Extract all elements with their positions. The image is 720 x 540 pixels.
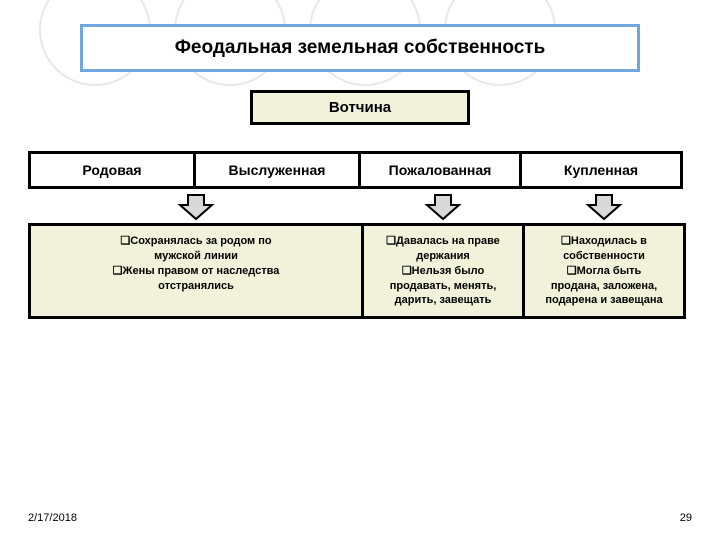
description-line: дарить, завещать	[370, 293, 516, 308]
description-line: ❑Находилась в	[531, 234, 677, 249]
description-line: мужской линии	[37, 249, 355, 264]
footer: 2/17/2018 29	[28, 512, 692, 524]
description-row: ❑Сохранялась за родом помужской линии❑Же…	[28, 223, 692, 319]
description-line: ❑Давалась на праве	[370, 234, 516, 249]
category-box: Родовая	[28, 151, 196, 189]
description-line: ❑Жены правом от наследства	[37, 264, 355, 279]
category-label: Выслуженная	[229, 162, 326, 178]
description-line: отстранялись	[37, 279, 355, 294]
main-title-box: Феодальная земельная собственность	[80, 24, 640, 72]
down-arrow-icon	[584, 193, 624, 221]
arrow-cell	[361, 193, 525, 221]
description-box: ❑Давалась на праведержания❑Нельзя былопр…	[361, 223, 525, 319]
down-arrow-icon	[423, 193, 463, 221]
main-title-text: Феодальная земельная собственность	[175, 37, 546, 58]
description-line: подарена и завещана	[531, 293, 677, 308]
subtitle-box: Вотчина	[250, 90, 470, 125]
category-label: Родовая	[82, 162, 141, 178]
description-line: ❑Сохранялась за родом по	[37, 234, 355, 249]
arrow-cell	[28, 193, 364, 221]
category-label: Купленная	[564, 162, 638, 178]
description-line: ❑Нельзя было	[370, 264, 516, 279]
description-line: ❑Могла быть	[531, 264, 677, 279]
subtitle-text: Вотчина	[329, 99, 391, 116]
footer-date: 2/17/2018	[28, 512, 77, 524]
description-box: ❑Находилась всобственности❑Могла бытьпро…	[522, 223, 686, 319]
arrow-cell	[522, 193, 686, 221]
description-box: ❑Сохранялась за родом помужской линии❑Же…	[28, 223, 364, 319]
footer-page: 29	[680, 512, 692, 524]
category-box: Купленная	[519, 151, 683, 189]
category-row: Родовая Выслуженная Пожалованная Купленная	[28, 151, 692, 189]
category-box: Выслуженная	[193, 151, 361, 189]
category-label: Пожалованная	[389, 162, 492, 178]
arrow-row	[28, 193, 692, 221]
description-line: продавать, менять,	[370, 279, 516, 294]
description-line: собственности	[531, 249, 677, 264]
description-line: продана, заложена,	[531, 279, 677, 294]
down-arrow-icon	[176, 193, 216, 221]
diagram-content: Феодальная земельная собственность Вотчи…	[0, 0, 720, 319]
description-line: держания	[370, 249, 516, 264]
category-box: Пожалованная	[358, 151, 522, 189]
